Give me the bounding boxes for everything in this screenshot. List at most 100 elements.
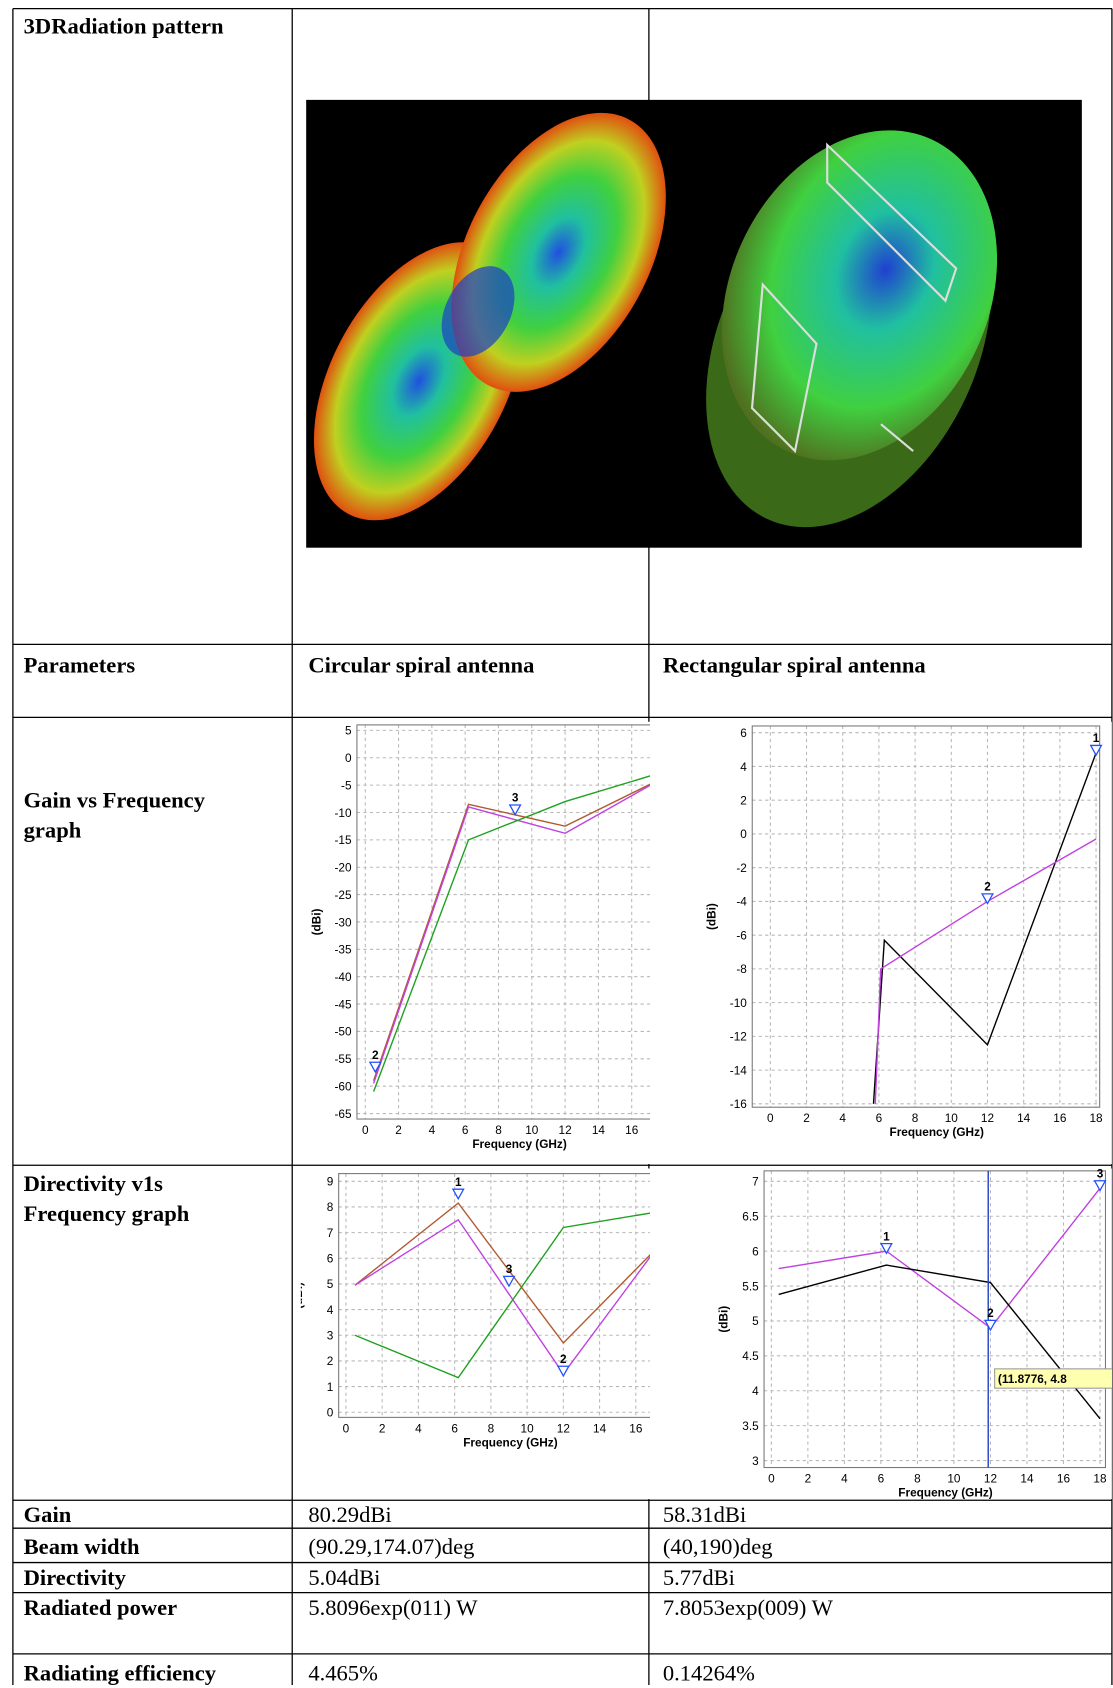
x-tick-label: 4	[839, 1111, 846, 1125]
y-tick-label: 4	[740, 760, 747, 774]
cell: Directivity v1s Frequency graph	[24, 1168, 228, 1228]
y-tick-label: -20	[335, 861, 352, 875]
x-axis-label: Frequency (GHz)	[472, 1137, 566, 1151]
x-tick-label: 0	[767, 1111, 774, 1125]
x-tick-label: 4	[415, 1421, 422, 1435]
marker-label: 1	[1093, 731, 1100, 745]
cell: Rectangular spiral antenna	[663, 650, 1103, 680]
x-tick-label: 2	[379, 1421, 386, 1435]
cell: 5.77dBi	[663, 1563, 1103, 1593]
document: 50-5-10-15-20-25-30-35-40-45-50-55-60-65…	[0, 0, 1113, 1685]
chart: 98765432100246810121416Frequency (GHz)(d…	[291, 1168, 681, 1499]
cell: 80.29dBi	[308, 1499, 641, 1529]
y-tick-label: -55	[335, 1052, 352, 1066]
y-tick-label: 5.5	[742, 1279, 759, 1293]
x-tick-label: 18	[1089, 1111, 1103, 1125]
chart-background	[650, 722, 1112, 1164]
marker-label: 1	[455, 1175, 462, 1189]
x-tick-label: 0	[343, 1421, 350, 1435]
y-tick-label: 6.5	[742, 1210, 759, 1224]
cell: Radiated power	[24, 1593, 287, 1623]
cell: Gain	[24, 1499, 287, 1529]
y-tick-label: 6	[327, 1252, 334, 1266]
y-tick-label: 9	[327, 1175, 334, 1189]
x-tick-label: 10	[947, 1472, 961, 1486]
y-tick-label: -40	[335, 970, 352, 984]
marker-label: 3	[1097, 1167, 1104, 1181]
x-tick-label: 14	[592, 1123, 606, 1137]
cell: 4.465%	[308, 1658, 641, 1688]
cell: (40,190)deg	[663, 1531, 1103, 1561]
y-tick-label: -30	[335, 915, 352, 929]
y-axis-label: (dBi)	[717, 1306, 731, 1333]
x-tick-label: 16	[1053, 1111, 1067, 1125]
x-tick-label: 4	[429, 1123, 436, 1137]
cell: Parameters	[24, 650, 282, 680]
x-tick-label: 2	[803, 1111, 810, 1125]
x-tick-label: 12	[981, 1111, 994, 1125]
y-tick-label: 5	[752, 1314, 759, 1328]
cell: 58.31dBi	[663, 1499, 1103, 1529]
x-tick-label: 8	[912, 1111, 919, 1125]
x-tick-label: 6	[878, 1472, 885, 1486]
y-axis-label: (dBi)	[705, 903, 719, 930]
cell: 0.14264%	[663, 1658, 1103, 1688]
x-tick-label: 8	[495, 1123, 502, 1137]
cell: Circular spiral antenna	[308, 650, 641, 680]
y-tick-label: 1	[327, 1380, 334, 1394]
y-tick-label: -15	[335, 833, 352, 847]
y-tick-label: 4.5	[742, 1349, 759, 1363]
x-tick-label: 6	[451, 1421, 458, 1435]
cursor-label: (11.8776, 4.8	[998, 1372, 1067, 1386]
y-tick-label: -14	[730, 1063, 747, 1077]
x-tick-label: 2	[395, 1123, 402, 1137]
x-tick-label: 14	[593, 1421, 607, 1435]
x-tick-label: 14	[1020, 1472, 1034, 1486]
x-tick-label: 10	[945, 1111, 959, 1125]
y-tick-label: -65	[335, 1107, 352, 1121]
y-axis-label: (dBi)	[291, 1282, 305, 1309]
y-tick-label: 6	[740, 726, 747, 740]
y-tick-label: -6	[736, 928, 747, 942]
y-tick-label: -25	[335, 888, 352, 902]
y-tick-label: -2	[736, 861, 747, 875]
cell: Beam width	[24, 1531, 287, 1561]
cell: 3DRadiation pattern	[24, 11, 282, 41]
page: {"table": {"rows": [ ["3DRadiation patte…	[0, 0, 1113, 1685]
y-tick-label: 3	[752, 1454, 759, 1468]
x-tick-label: 2	[805, 1472, 812, 1486]
y-tick-label: 5	[327, 1277, 334, 1291]
cell: Radiating efficiency	[24, 1658, 287, 1688]
x-tick-label: 12	[984, 1472, 997, 1486]
marker-label: 1	[883, 1229, 890, 1243]
y-tick-label: 3	[327, 1329, 334, 1343]
x-axis-label: Frequency (GHz)	[898, 1486, 992, 1500]
y-tick-label: 8	[327, 1200, 334, 1214]
y-tick-label: 6	[752, 1244, 759, 1258]
x-tick-label: 16	[625, 1123, 639, 1137]
x-tick-label: 8	[914, 1472, 921, 1486]
x-tick-label: 6	[876, 1111, 883, 1125]
marker-label: 2	[560, 1352, 567, 1366]
x-tick-label: 12	[559, 1123, 572, 1137]
marker-label: 3	[506, 1262, 513, 1276]
y-tick-label: 7	[752, 1175, 759, 1189]
y-tick-label: -50	[335, 1025, 352, 1039]
cell: 5.04dBi	[308, 1563, 641, 1593]
y-tick-label: 2	[740, 793, 747, 807]
cell: Gain vs Frequency graph	[24, 785, 244, 845]
cell: 5.8096exp(011) W	[308, 1593, 641, 1623]
y-tick-label: 7	[327, 1226, 334, 1240]
y-tick-label: 5	[345, 724, 352, 738]
y-tick-label: -45	[335, 997, 352, 1011]
y-tick-label: -8	[736, 962, 747, 976]
x-tick-label: 16	[629, 1421, 643, 1435]
y-tick-label: -16	[730, 1097, 747, 1111]
y-tick-label: 3.5	[742, 1419, 759, 1433]
x-tick-label: 12	[557, 1421, 570, 1435]
x-tick-label: 0	[768, 1472, 775, 1486]
radiation-pattern-image	[271, 77, 1082, 574]
y-tick-label: -5	[341, 778, 352, 792]
x-tick-label: 14	[1017, 1111, 1031, 1125]
x-tick-label: 16	[1057, 1472, 1071, 1486]
